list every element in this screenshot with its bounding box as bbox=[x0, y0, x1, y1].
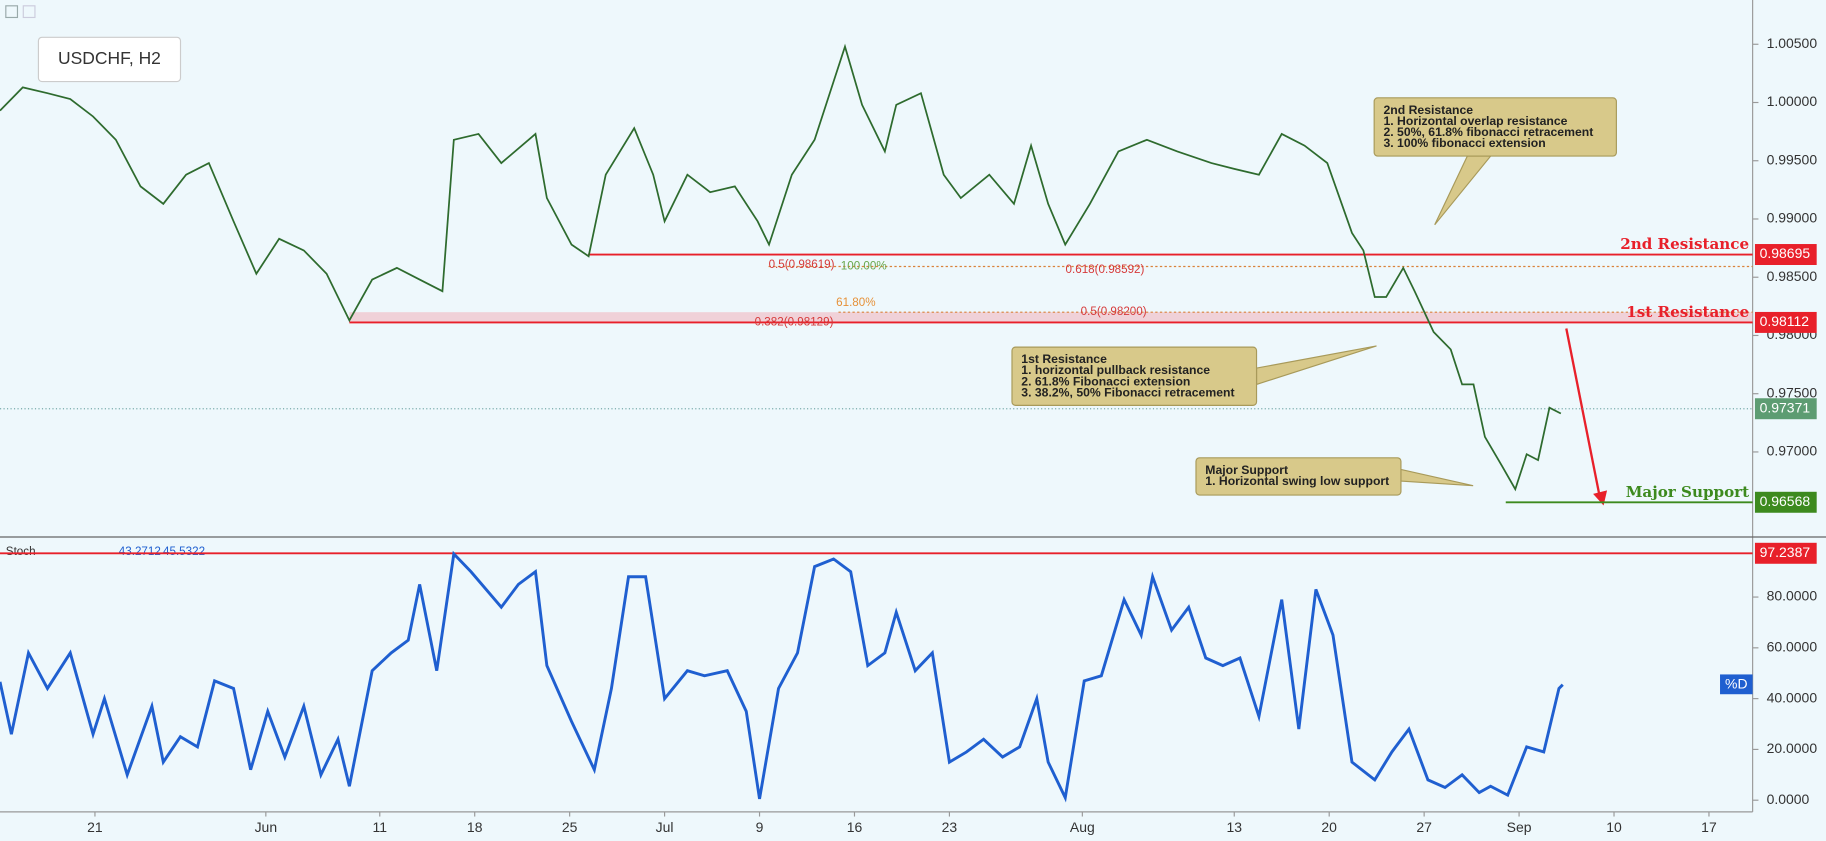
callout-text: 1. horizontal pullback resistance bbox=[1021, 363, 1210, 377]
menu-icon[interactable] bbox=[22, 5, 36, 19]
level-value: 0.96568 bbox=[1760, 493, 1811, 509]
x-tick-label: 17 bbox=[1701, 819, 1717, 835]
y-tick-label: 0.99500 bbox=[1767, 151, 1818, 167]
level-badge bbox=[1754, 542, 1817, 564]
y-tick-label: 80.0000 bbox=[1767, 588, 1818, 604]
x-tick-label: Sep bbox=[1507, 819, 1532, 835]
level-value: 97.2387 bbox=[1760, 544, 1811, 560]
level-name: 2nd Resistance bbox=[1620, 235, 1749, 253]
x-tick-label: 11 bbox=[373, 819, 388, 835]
data-line bbox=[0, 43, 1562, 492]
callout-text: 3. 38.2%, 50% Fibonacci retracement bbox=[1021, 385, 1234, 399]
level-badge bbox=[1754, 491, 1817, 513]
x-tick-label: 23 bbox=[942, 819, 958, 835]
callout-box bbox=[1011, 346, 1258, 406]
level-value: 0.98112 bbox=[1760, 313, 1810, 329]
x-tick-label: 20 bbox=[1321, 819, 1337, 835]
level-name: 1st Resistance bbox=[1626, 303, 1749, 321]
fib-label: 100.00% bbox=[841, 260, 887, 273]
callout-text: Major Support bbox=[1205, 463, 1288, 477]
y-tick-label: 20.0000 bbox=[1767, 740, 1818, 756]
stoch-value: 45.5322 bbox=[163, 545, 205, 558]
x-tick-label: 13 bbox=[1226, 819, 1242, 835]
y-tick-label: 0.98500 bbox=[1767, 268, 1818, 284]
series-badge bbox=[1720, 674, 1753, 695]
level-badge bbox=[1754, 311, 1817, 333]
x-tick-label: Jul bbox=[656, 819, 674, 835]
y-tick-label: 1.00000 bbox=[1767, 93, 1818, 109]
forecast-arrow bbox=[1565, 328, 1602, 499]
series-label: %D bbox=[1725, 676, 1748, 692]
x-tick-label: 27 bbox=[1416, 819, 1432, 835]
callout-box bbox=[1195, 457, 1402, 496]
stoch-value: 43.2712 bbox=[119, 545, 161, 558]
symbol-box bbox=[37, 36, 182, 83]
fib-label: 0.5(0.98200) bbox=[1081, 305, 1147, 318]
menu-icon[interactable] bbox=[5, 5, 19, 19]
level-name: Major Support bbox=[1626, 483, 1749, 501]
callout-text: 1st Resistance bbox=[1021, 352, 1107, 366]
y-tick-label: 40.0000 bbox=[1767, 689, 1818, 705]
callout-text: 2nd Resistance bbox=[1383, 103, 1473, 117]
y-tick-label: 60.0000 bbox=[1767, 639, 1818, 655]
y-tick-label: 0.97000 bbox=[1767, 443, 1818, 459]
x-tick-label: 16 bbox=[847, 819, 863, 835]
fib-label: 0.382(0.98129) bbox=[755, 315, 834, 328]
x-tick-label: 25 bbox=[562, 819, 578, 835]
x-tick-label: 10 bbox=[1606, 819, 1622, 835]
x-tick-label: 9 bbox=[756, 819, 764, 835]
callout-text: 3. 100% fibonacci extension bbox=[1383, 136, 1545, 150]
current-badge bbox=[1754, 398, 1817, 420]
data-line bbox=[0, 550, 1564, 803]
fib-label: 0.5(0.98619) bbox=[769, 258, 835, 271]
y-tick-label: 0.0000 bbox=[1767, 791, 1810, 807]
x-tick-label: 18 bbox=[467, 819, 483, 835]
level-badge bbox=[1754, 244, 1817, 265]
fib-label: 0.618(0.98592) bbox=[1066, 263, 1145, 276]
y-tick-label: 1.00500 bbox=[1767, 35, 1818, 51]
callout-box bbox=[1373, 97, 1617, 157]
level-value: 0.98695 bbox=[1760, 245, 1811, 261]
y-tick-label: 0.99000 bbox=[1767, 210, 1818, 226]
chart-title: USDCHF, H2 bbox=[58, 48, 161, 68]
x-tick-label: 21 bbox=[87, 819, 103, 835]
x-tick-label: Aug bbox=[1070, 819, 1095, 835]
y-tick-label: 0.97500 bbox=[1767, 384, 1818, 400]
callout-text: 1. Horizontal overlap resistance bbox=[1383, 114, 1567, 128]
fib-label: 61.80% bbox=[836, 296, 875, 309]
callout-text: 1. Horizontal swing low support bbox=[1205, 474, 1389, 488]
resistance-zone bbox=[349, 312, 1753, 323]
x-tick-label: Jun bbox=[255, 819, 278, 835]
current-value: 0.97371 bbox=[1760, 399, 1811, 415]
callout-text: 2. 61.8% Fibonacci extension bbox=[1021, 374, 1190, 388]
stoch-title: Stoch bbox=[6, 545, 36, 558]
callout-text: 2. 50%, 61.8% fibonacci retracement bbox=[1383, 125, 1593, 139]
